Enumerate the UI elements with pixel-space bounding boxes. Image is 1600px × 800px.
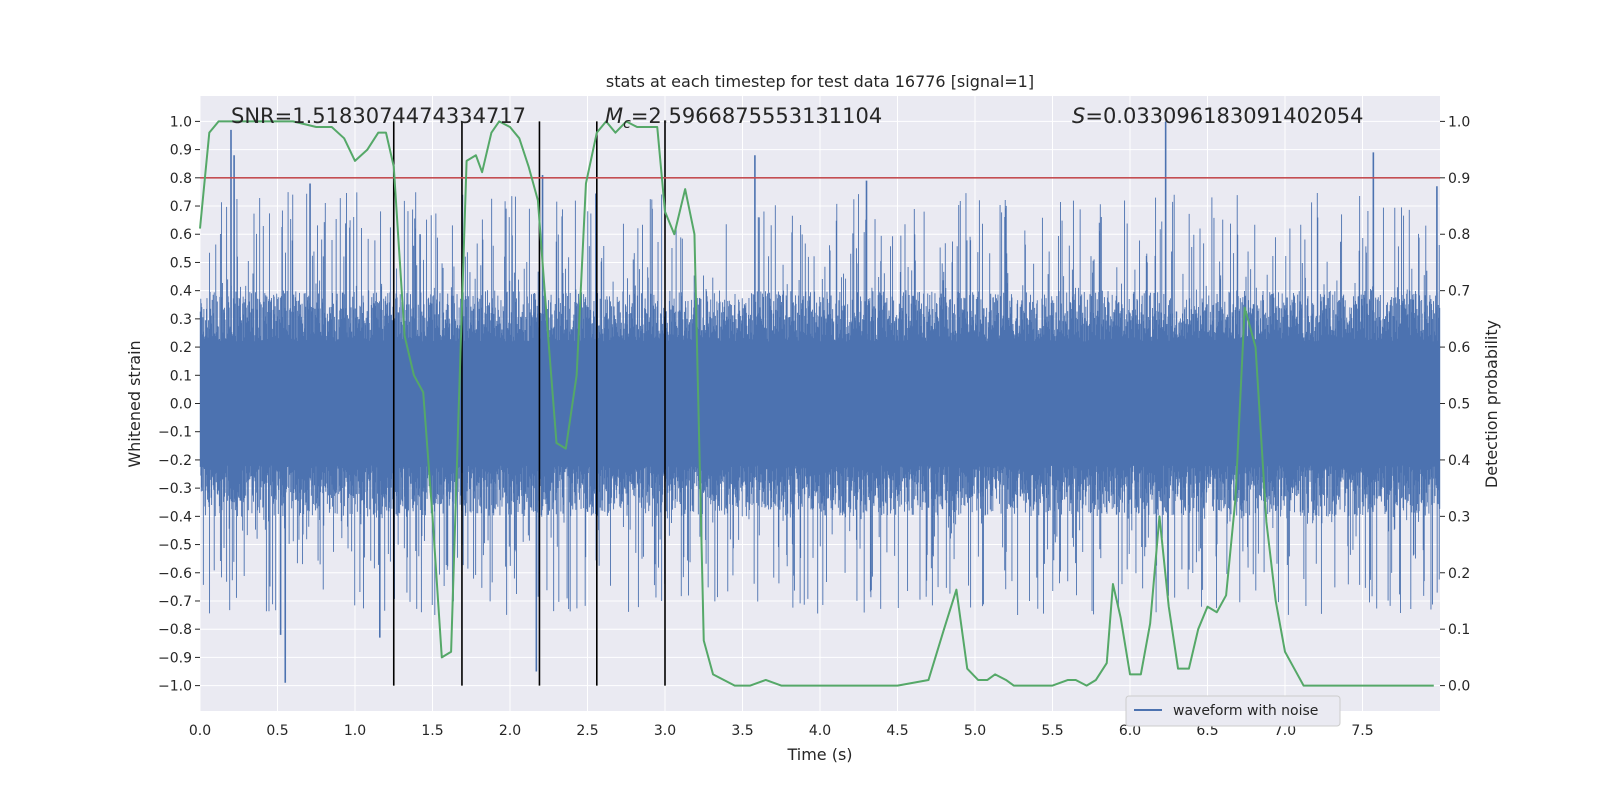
y-left-tick-label: 0.5 [170, 255, 192, 271]
y-left-tick-label: 0.7 [170, 199, 192, 215]
detection-probability-series [199, 120, 1434, 687]
chirp-mass-annotation: Mc=2.5966875553131104 [605, 104, 882, 132]
s-annotation: S=0.033096183091402054 [1072, 104, 1363, 128]
y-left-tick-label: 1.0 [170, 114, 192, 130]
y-left-tick-label: −0.3 [158, 481, 192, 497]
y-left-axis-ticks: 1.0 0.9 0.8 0.7 0.6 0.5 0.4 0.3 0.2 0.1 0.0 −0.1 −0.… [158, 114, 200, 695]
x-tick-label: 5.0 [964, 723, 986, 739]
y-right-tick-label: 1.0 [1448, 114, 1470, 130]
y-left-tick-label: −0.9 [158, 650, 192, 666]
y-left-tick-label: 0.3 [170, 312, 192, 328]
y-left-tick-label: −0.7 [158, 594, 192, 610]
y-right-tick-label: 0.8 [1448, 227, 1470, 243]
waveform-trace [199, 192, 1441, 616]
y-left-tick-label: 0.6 [170, 227, 192, 243]
x-axis-title: Time (s) [786, 745, 852, 764]
y-left-tick-label: −0.2 [158, 453, 192, 469]
y-left-tick-label: 0.4 [170, 284, 192, 300]
y-right-tick-label: 0.9 [1448, 171, 1470, 187]
vertical-markers [392, 121, 666, 686]
s-symbol: S [1072, 104, 1085, 128]
x-tick-label: 5.5 [1041, 723, 1063, 739]
y-right-axis-title: Detection probability [1482, 320, 1501, 488]
x-tick-label: 1.5 [421, 723, 443, 739]
y-left-tick-label: 0.1 [170, 368, 192, 384]
s-value: =0.033096183091402054 [1085, 104, 1363, 128]
y-right-tick-label: 0.3 [1448, 509, 1470, 525]
y-left-tick-label: 0.9 [170, 143, 192, 159]
x-tick-label: 3.0 [654, 723, 676, 739]
probability-line [199, 120, 1434, 687]
x-tick-label: 1.0 [344, 723, 366, 739]
legend-label: waveform with noise [1173, 703, 1318, 719]
x-tick-label: 6.0 [1119, 723, 1141, 739]
y-right-tick-label: 0.6 [1448, 340, 1470, 356]
x-tick-label: 2.0 [499, 723, 521, 739]
y-left-tick-label: 0.0 [170, 397, 192, 413]
y-left-tick-label: −1.0 [158, 679, 192, 695]
x-tick-label: 4.0 [809, 723, 831, 739]
legend-box [1125, 695, 1341, 727]
y-left-tick-label: −0.5 [158, 538, 192, 554]
y-right-axis-ticks: 1.0 0.9 0.8 0.7 0.6 0.5 0.4 0.3 0.2 0.1 0.0 [1440, 114, 1470, 695]
chirp-mass-value: =2.5966875553131104 [631, 104, 882, 128]
y-left-tick-label: −0.1 [158, 425, 192, 441]
y-right-tick-label: 0.0 [1448, 679, 1470, 695]
waveform-series [199, 121, 1441, 683]
y-left-tick-label: −0.8 [158, 622, 192, 638]
x-tick-label: 2.5 [576, 723, 598, 739]
x-tick-label: 3.5 [731, 723, 753, 739]
chirp-mass-symbol: M [605, 104, 623, 128]
x-axis-ticks: 0.0 0.5 1.0 1.5 2.0 2.5 3.0 3.5 4.0 4.5 5.0 5.5 6.0 6… [189, 723, 1374, 739]
chart-title: stats at each timestep for test data 167… [606, 72, 1034, 91]
x-tick-label: 7.5 [1351, 723, 1373, 739]
x-tick-label: 6.5 [1196, 723, 1218, 739]
x-tick-label: 4.5 [886, 723, 908, 739]
chirp-mass-subscript: c [623, 116, 631, 132]
y-left-tick-label: 0.2 [170, 340, 192, 356]
snr-annotation: SNR=1.5183074474334717 [231, 104, 526, 128]
legend: waveform with noise [1125, 695, 1341, 727]
y-left-tick-label: −0.6 [158, 566, 192, 582]
x-tick-label: 0.0 [189, 723, 211, 739]
y-right-tick-label: 0.7 [1448, 284, 1470, 300]
x-tick-label: 0.5 [266, 723, 288, 739]
y-right-tick-label: 0.1 [1448, 622, 1470, 638]
y-right-tick-label: 0.4 [1448, 453, 1470, 469]
y-right-tick-label: 0.2 [1448, 566, 1470, 582]
x-tick-label: 7.0 [1274, 723, 1296, 739]
y-left-tick-label: −0.4 [158, 509, 192, 525]
y-right-tick-label: 0.5 [1448, 397, 1470, 413]
y-left-axis-title: Whitened strain [125, 340, 144, 467]
y-left-tick-label: 0.8 [170, 171, 192, 187]
